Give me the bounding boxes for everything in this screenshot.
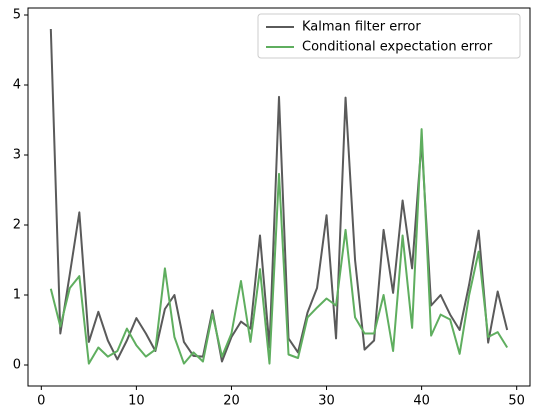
legend-label: Kalman filter error: [302, 20, 421, 35]
legend-box: [257, 13, 521, 59]
x-tick-label: 30: [318, 394, 335, 409]
legend: Kalman filter error Conditional expectati…: [257, 13, 521, 59]
x-tick-label: 40: [413, 394, 430, 409]
x-tick-label: 10: [128, 394, 145, 409]
y-tick-label: 2: [13, 218, 21, 233]
legend-label: Conditional expectation error: [302, 40, 493, 55]
y-tick-label: 4: [13, 78, 21, 93]
series-line: [49, 128, 509, 365]
x-tick-label: 50: [508, 394, 525, 409]
x-tick-label: 20: [223, 394, 240, 409]
y-tick-label: 5: [13, 8, 21, 23]
x-tick-label: 0: [37, 394, 45, 409]
series-line: [49, 28, 509, 363]
plot-frame: [27, 7, 531, 387]
y-tick-label: 3: [13, 148, 21, 163]
y-tick-label: 0: [13, 358, 21, 373]
y-tick-label: 1: [13, 288, 21, 303]
